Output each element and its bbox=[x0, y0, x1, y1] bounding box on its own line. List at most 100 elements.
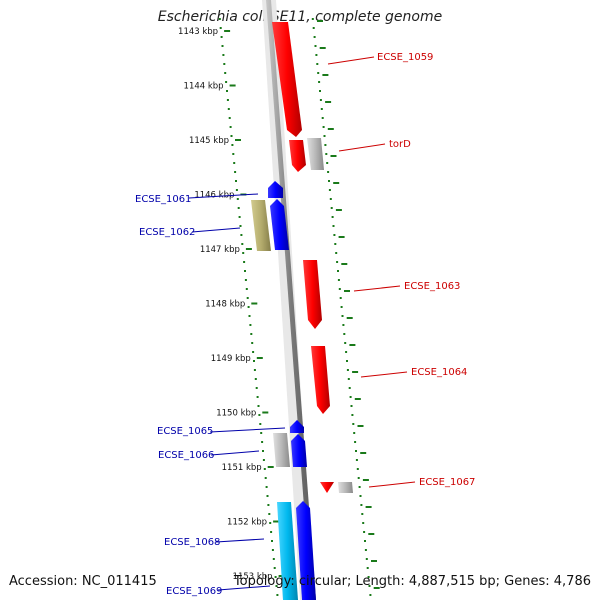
track-dot bbox=[220, 36, 223, 38]
track-tick bbox=[335, 209, 342, 211]
track-dot bbox=[362, 522, 365, 524]
track-dot bbox=[355, 459, 358, 461]
track-tick bbox=[360, 452, 367, 454]
gene-ecse-1059[interactable] bbox=[272, 22, 302, 137]
track-dot bbox=[270, 531, 273, 533]
track-tick bbox=[346, 317, 353, 319]
track-tick bbox=[371, 560, 377, 562]
track-dot bbox=[334, 243, 337, 245]
tick-label: 1145 kbp bbox=[189, 136, 229, 146]
label-ecse-1061[interactable]: ECSE_1061 bbox=[135, 194, 191, 205]
gene-grey-3[interactable] bbox=[338, 482, 353, 493]
label-ecse-1068[interactable]: ECSE_1068 bbox=[164, 537, 220, 548]
track-dot bbox=[358, 486, 361, 488]
tick-label: 1144 kbp bbox=[184, 82, 224, 92]
track-tick bbox=[368, 533, 375, 535]
track-tick bbox=[362, 479, 369, 481]
track-dot bbox=[248, 315, 251, 317]
track-dot bbox=[233, 162, 236, 164]
gene-tord[interactable] bbox=[289, 140, 306, 172]
track-dot bbox=[268, 513, 271, 515]
track-dot bbox=[226, 90, 228, 92]
track-dot bbox=[224, 72, 227, 74]
label-ecse-1063[interactable]: ECSE_1063 bbox=[404, 281, 460, 292]
tick-label: 1152 kbp bbox=[227, 518, 267, 528]
tick-mark bbox=[224, 30, 231, 32]
gene-ecse-1061[interactable] bbox=[268, 181, 283, 198]
track-dot bbox=[328, 189, 331, 191]
track-tick bbox=[354, 398, 361, 400]
label-tord[interactable]: torD bbox=[389, 139, 411, 150]
tick-label: 1153 kbp bbox=[233, 572, 273, 582]
tick-mark bbox=[251, 302, 258, 305]
track-dot bbox=[357, 477, 360, 479]
track-dot bbox=[342, 324, 345, 326]
track-dot bbox=[254, 378, 257, 380]
track-dot bbox=[339, 297, 342, 299]
gene-cyan[interactable] bbox=[277, 502, 298, 600]
label-ecse-1069[interactable]: ECSE_1069 bbox=[166, 586, 222, 597]
gene-grey-2[interactable] bbox=[273, 433, 290, 467]
track-tick bbox=[357, 425, 364, 427]
label-ecse-1066[interactable]: ECSE_1066 bbox=[158, 450, 214, 461]
track-dot bbox=[317, 72, 320, 74]
track-dot bbox=[364, 540, 366, 542]
label-ecse-1065[interactable]: ECSE_1065 bbox=[157, 426, 213, 437]
track-dot bbox=[347, 378, 350, 380]
track-dot bbox=[346, 369, 349, 371]
tick-label: 1147 kbp bbox=[200, 245, 240, 255]
track-dot bbox=[318, 81, 321, 83]
track-dot bbox=[231, 144, 234, 146]
tick-mark bbox=[273, 520, 280, 523]
tick-mark bbox=[262, 411, 269, 414]
track-dot bbox=[366, 567, 369, 569]
tick-label: 1148 kbp bbox=[205, 300, 245, 310]
track-dot bbox=[352, 423, 355, 425]
track-dot bbox=[229, 126, 232, 128]
track-tick bbox=[341, 263, 348, 265]
tick-mark bbox=[245, 248, 252, 250]
track-tick bbox=[373, 587, 380, 589]
track-dot bbox=[244, 279, 247, 281]
track-dot bbox=[265, 486, 268, 488]
track-dot bbox=[336, 261, 339, 263]
gene-ecse-1066[interactable] bbox=[291, 434, 307, 467]
track-dot bbox=[271, 549, 274, 551]
tick-mark bbox=[235, 139, 241, 141]
track-dot bbox=[325, 153, 328, 155]
gene-ecse-1063[interactable] bbox=[303, 260, 322, 329]
track-dot bbox=[335, 252, 338, 254]
label-ecse-1062[interactable]: ECSE_1062 bbox=[139, 227, 195, 238]
gene-ecse-1065[interactable] bbox=[290, 420, 304, 433]
track-dot bbox=[251, 342, 254, 344]
label-ecse-1059[interactable]: ECSE_1059 bbox=[377, 52, 433, 63]
track-dot bbox=[319, 99, 322, 101]
gene-khaki[interactable] bbox=[251, 200, 271, 251]
genes bbox=[251, 22, 353, 600]
track-dot bbox=[244, 270, 246, 272]
track-tick bbox=[352, 371, 359, 373]
track-dot bbox=[329, 198, 332, 200]
gene-grey-1[interactable] bbox=[307, 138, 324, 170]
track-dot bbox=[273, 567, 276, 569]
gene-ecse-1067[interactable] bbox=[320, 482, 334, 493]
tick-label: 1149 kbp bbox=[211, 354, 251, 364]
label-ecse-1064[interactable]: ECSE_1064 bbox=[411, 367, 467, 378]
track-dot bbox=[235, 180, 237, 182]
gene-ecse-1064[interactable] bbox=[311, 346, 330, 414]
track-dot bbox=[257, 405, 260, 407]
accession-text: Accession: NC_011415 bbox=[9, 574, 157, 589]
track-dot bbox=[240, 234, 243, 236]
label-ecse-1067[interactable]: ECSE_1067 bbox=[419, 477, 475, 488]
track-dot bbox=[222, 54, 225, 56]
track-dot bbox=[226, 99, 229, 101]
track-dot bbox=[271, 540, 273, 542]
tick-label: 1146 kbp bbox=[194, 191, 234, 201]
track-dot bbox=[241, 243, 244, 245]
track-dot bbox=[316, 63, 319, 65]
track-dot bbox=[223, 63, 226, 65]
gene-ecse-1062[interactable] bbox=[270, 199, 289, 250]
gene-ecse-1068[interactable] bbox=[296, 501, 316, 600]
track-dot bbox=[324, 144, 327, 146]
